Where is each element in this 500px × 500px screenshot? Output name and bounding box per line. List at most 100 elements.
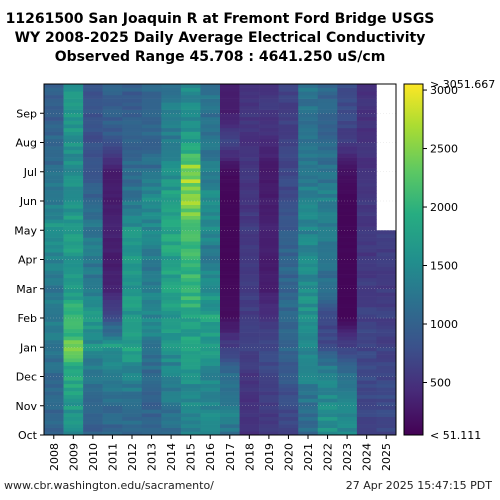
- heatmap-cell: [44, 277, 64, 282]
- heatmap-cell: [83, 427, 103, 432]
- heatmap-cell: [376, 285, 397, 290]
- heatmap-cell: [356, 350, 377, 355]
- heatmap-cell: [220, 336, 240, 341]
- heatmap-cell: [63, 164, 84, 169]
- heatmap-cell: [239, 339, 260, 344]
- heatmap-cell: [337, 138, 358, 143]
- heatmap-cell: [278, 387, 299, 392]
- heatmap-cell: [180, 124, 201, 129]
- heatmap-cell: [200, 365, 221, 370]
- heatmap-cell: [356, 193, 377, 198]
- heatmap-cell: [200, 354, 221, 359]
- heatmap-cell: [220, 241, 240, 246]
- heatmap-cell: [356, 168, 377, 173]
- heatmap-cell: [63, 387, 84, 392]
- heatmap-cell: [298, 102, 319, 107]
- heatmap-cell: [259, 350, 279, 355]
- heatmap-cell: [337, 321, 358, 326]
- heatmap-cell: [278, 171, 299, 176]
- heatmap-cell: [259, 354, 279, 359]
- heatmap-cell: [298, 124, 319, 129]
- heatmap-cell: [141, 87, 162, 92]
- heatmap-cell: [102, 193, 123, 198]
- heatmap-cell: [376, 354, 397, 359]
- heatmap-cell: [278, 168, 299, 173]
- heatmap-cell: [337, 204, 358, 209]
- heatmap-cell: [337, 252, 358, 257]
- heatmap-cell: [317, 160, 338, 165]
- heatmap-cell: [141, 270, 162, 275]
- heatmap-cell: [356, 179, 377, 184]
- heatmap-cell: [63, 244, 84, 249]
- heatmap-cell: [317, 244, 338, 249]
- heatmap-cell: [376, 347, 397, 352]
- heatmap-cell: [83, 146, 103, 151]
- heatmap-cell: [141, 332, 162, 337]
- heatmap-cell: [317, 409, 338, 414]
- heatmap-cell: [259, 222, 279, 227]
- heatmap-cell: [220, 84, 240, 88]
- heatmap-cell: [44, 391, 64, 396]
- heatmap-cell: [122, 222, 143, 227]
- heatmap-cell: [298, 149, 319, 154]
- heatmap-cell: [337, 157, 358, 162]
- heatmap-cell: [356, 321, 377, 326]
- heatmap-cell: [102, 175, 123, 180]
- heatmap-cell: [141, 347, 162, 352]
- heatmap-cell: [200, 138, 221, 143]
- heatmap-cell: [83, 160, 103, 165]
- heatmap-cell: [337, 270, 358, 275]
- heatmap-cell: [337, 219, 358, 224]
- heatmap-cell: [83, 270, 103, 275]
- heatmap-cell: [356, 266, 377, 271]
- heatmap-cell: [376, 332, 397, 337]
- heatmap-cell: [317, 394, 338, 399]
- heatmap-cell: [298, 402, 319, 407]
- heatmap-cell: [239, 190, 260, 194]
- heatmap-cell: [180, 215, 201, 220]
- heatmap-cell: [63, 142, 84, 147]
- heatmap-cell: [200, 244, 221, 249]
- heatmap-cell: [376, 405, 397, 410]
- heatmap-cell: [298, 259, 319, 264]
- heatmap-cell: [180, 365, 201, 370]
- heatmap-cell: [278, 179, 299, 184]
- heatmap-cell: [161, 350, 182, 355]
- heatmap-cell: [278, 314, 299, 319]
- heatmap-cell: [278, 208, 299, 213]
- heatmap-cell: [44, 109, 64, 114]
- heatmap-cell: [317, 175, 338, 180]
- heatmap-cell: [141, 131, 162, 136]
- heatmap-cell: [356, 116, 377, 121]
- heatmap-cell: [220, 201, 240, 205]
- heatmap-cell: [317, 405, 338, 410]
- heatmap-cell: [239, 424, 260, 428]
- heatmap-cell: [161, 160, 182, 165]
- heatmap-cell: [44, 230, 64, 235]
- heatmap-cell: [44, 285, 64, 290]
- heatmap-cell: [161, 266, 182, 271]
- heatmap-cell: [239, 175, 260, 180]
- heatmap-cell: [180, 241, 201, 246]
- heatmap-cell: [180, 277, 201, 282]
- heatmap-cell: [298, 222, 319, 227]
- heatmap-cell: [63, 138, 84, 143]
- heatmap-cell: [356, 244, 377, 249]
- heatmap-cell: [180, 105, 201, 110]
- heatmap-cell: [141, 94, 162, 99]
- heatmap-cell: [239, 131, 260, 136]
- heatmap-cell: [376, 398, 397, 403]
- x-tick-label: 2018: [243, 443, 256, 471]
- heatmap-cell: [161, 376, 182, 381]
- heatmap-cell: [141, 124, 162, 129]
- heatmap-cell: [298, 380, 319, 385]
- heatmap-cell: [63, 413, 84, 418]
- heatmap-cell: [278, 266, 299, 271]
- heatmap-cell: [298, 197, 319, 202]
- heatmap-cell: [63, 124, 84, 129]
- heatmap-cell: [337, 387, 358, 392]
- heatmap-cell: [102, 328, 123, 333]
- heatmap-cell: [161, 94, 182, 99]
- heatmap-cell: [317, 310, 338, 315]
- heatmap-cell: [122, 241, 143, 246]
